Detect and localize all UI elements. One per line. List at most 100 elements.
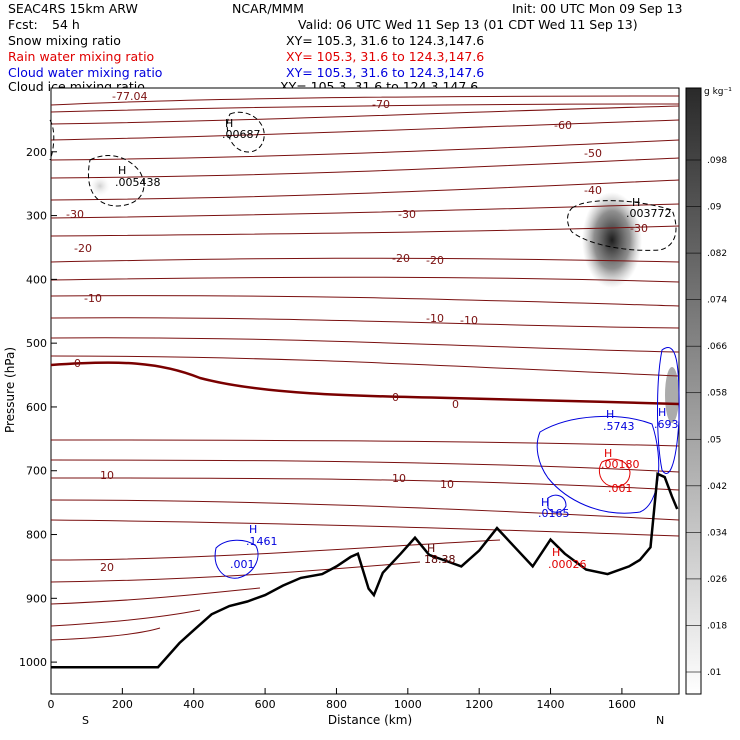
x-tick-label: 200 (112, 698, 133, 711)
isotherm (50, 587, 261, 605)
snow-contour (567, 200, 677, 251)
cloud-water-contour (657, 347, 680, 474)
field-xy-rain: XY= 105.3, 31.6 to 124.3,147.6 (286, 49, 485, 64)
x-axis-label: Distance (km) (328, 713, 412, 727)
temp-label: -20 (74, 242, 92, 255)
snow-contour (49, 119, 55, 161)
temp-label: 0 (392, 391, 399, 404)
field-xy-cloudwater: XY= 105.3, 31.6 to 124.3,147.6 (286, 65, 485, 80)
x-tick-label: 1600 (608, 698, 636, 711)
isotherm (50, 337, 680, 353)
snow-contours (49, 111, 677, 251)
y-tick-label: 800 (26, 529, 47, 542)
isotherm (50, 609, 201, 627)
max-value: .5743 (603, 420, 635, 433)
temp-label: 20 (100, 561, 114, 574)
x-tick-label: 1000 (394, 698, 422, 711)
colorbar-label: .034 (707, 528, 727, 538)
colorbar-label: .058 (707, 389, 727, 399)
max-mark: H (632, 196, 640, 209)
isotherm (50, 139, 680, 161)
isotherm (50, 103, 680, 113)
cloud-water-contour (547, 494, 567, 513)
temp-label: -50 (584, 147, 602, 160)
temp-label: -77.04 (112, 90, 147, 103)
isotherm (50, 477, 680, 491)
max-mark: H (225, 117, 233, 130)
colorbar: .01 .018 .026 .034 .042 .05 .058 .066 .074 .082 .0… (685, 87, 727, 695)
y-tick-label: 1000 (19, 656, 47, 669)
plot-area (50, 87, 680, 695)
field-name-snow: Snow mixing ratio (8, 33, 121, 48)
isotherm (50, 519, 680, 537)
colorbar-unit: g kg⁻¹ (704, 87, 732, 97)
x-end-right: N (656, 714, 664, 727)
isotherm (50, 105, 680, 125)
max-mark: H (604, 447, 612, 460)
isotherm (50, 499, 680, 521)
max-mark: H (427, 542, 435, 555)
ice-shading-small (90, 176, 110, 196)
colorbar-label: .05 (707, 435, 721, 445)
rain-contour (598, 458, 631, 488)
temp-label: 0 (74, 357, 81, 370)
field-xy-snow: XY= 105.3, 31.6 to 124.3,147.6 (286, 33, 485, 48)
max-value: .1461 (246, 535, 278, 548)
init-time: Init: 00 UTC Mon 09 Sep 13 (512, 1, 683, 16)
isotherm (50, 439, 680, 447)
x-tick-label: 1200 (465, 698, 493, 711)
max-value: .693 (654, 418, 679, 431)
max-value: .001 (608, 482, 633, 495)
max-mark: H (606, 408, 614, 421)
model-title: SEAC4RS 15km ARW (8, 1, 138, 16)
isotherm (50, 257, 680, 263)
y-tick-label: 400 (26, 273, 47, 286)
isotherm (50, 317, 680, 329)
max-value: .00180 (601, 458, 640, 471)
isotherm (50, 627, 161, 641)
max-mark: H (541, 496, 549, 509)
y-tick-label: 700 (26, 465, 47, 478)
field-name-rain: Rain water mixing ratio (8, 49, 155, 64)
temp-label: -30 (398, 208, 416, 221)
y-tick-label: 600 (26, 401, 47, 414)
max-value: .00687 (222, 128, 261, 141)
x-tick-label: 600 (255, 698, 276, 711)
temp-label: -40 (584, 184, 602, 197)
isotherm (50, 276, 680, 283)
x-tick-label: 1400 (537, 698, 565, 711)
x-axis: 0 200 400 600 800 1000 1200 1400 1600 (48, 688, 636, 711)
temp-label: -30 (66, 208, 84, 221)
x-tick-label: 0 (48, 698, 55, 711)
isotherm (50, 95, 680, 106)
max-mark: H (552, 546, 560, 559)
isotherm (50, 459, 680, 473)
colorbar-bar (685, 87, 702, 695)
colorbar-label: .082 (707, 249, 727, 259)
max-value: .005438 (115, 176, 161, 189)
colorbar-label: .098 (707, 156, 727, 166)
field-name-cloudwater: Cloud water mixing ratio (8, 65, 163, 80)
temp-label: -60 (554, 119, 572, 132)
colorbar-label: .074 (707, 296, 727, 306)
temp-label: -30 (630, 222, 648, 235)
isotherm-labels: -77.04 -70 -60 -50 -40 -30 -30 -30 -20 -… (66, 90, 648, 574)
colorbar-label: .018 (707, 621, 727, 631)
valid-time: Valid: 06 UTC Wed 11 Sep 13 (01 CDT Wed … (298, 17, 638, 32)
temp-label: -10 (460, 314, 478, 327)
fcst-label: Fcst: (8, 17, 38, 32)
cloud-water-contours (214, 347, 680, 579)
cloud-water-contour (214, 539, 259, 579)
y-tick-label: 900 (26, 592, 47, 605)
temp-label: -20 (392, 252, 410, 265)
terrain-line (51, 472, 679, 669)
isotherm (50, 119, 680, 141)
max-value: .00026 (548, 558, 587, 571)
isotherm (50, 225, 680, 237)
max-mark: H (249, 523, 257, 536)
fcst-value: 54 h (52, 17, 80, 32)
temp-label: 0 (452, 398, 459, 411)
cloud-shading-right (665, 367, 679, 423)
colorbar-label: .042 (707, 482, 727, 492)
